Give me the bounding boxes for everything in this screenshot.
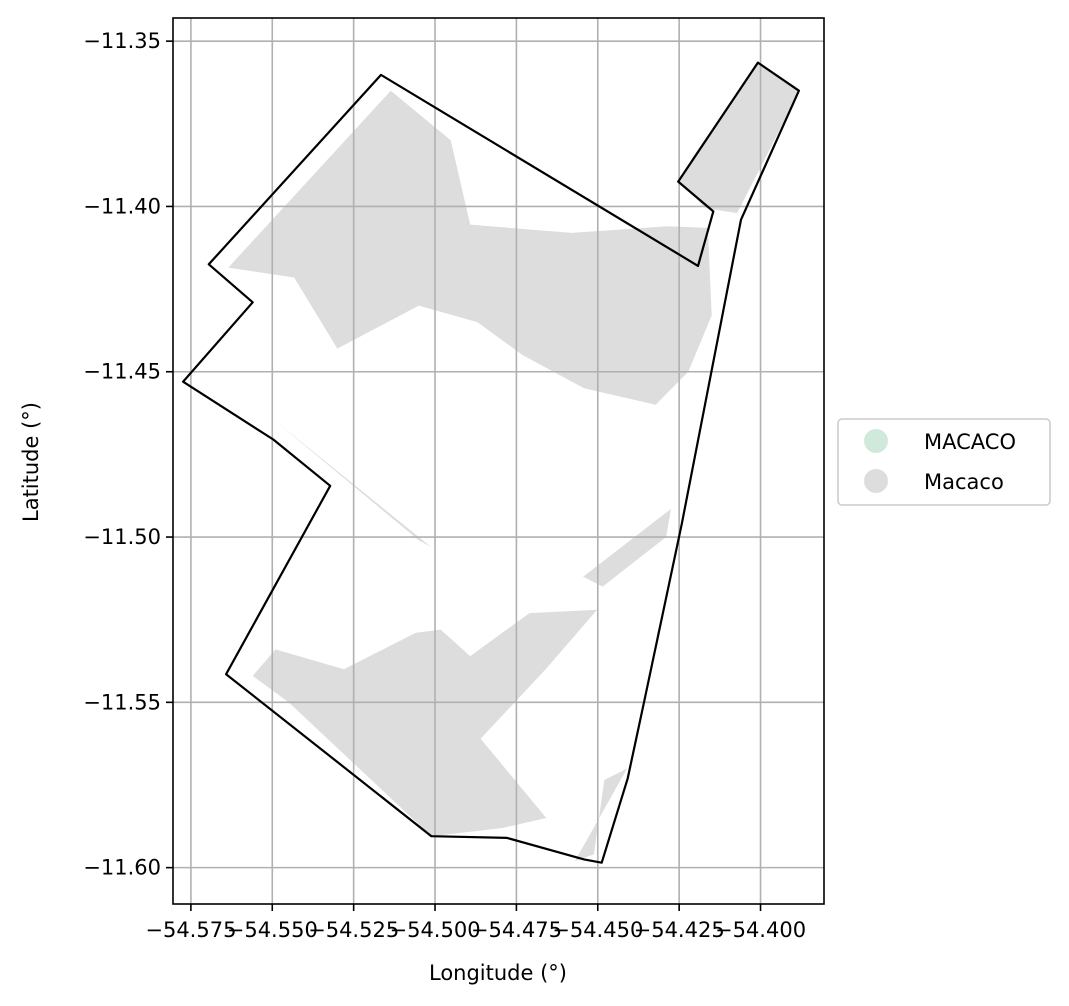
x-tick-label: −54.525 <box>308 918 399 942</box>
y-tick-label: −11.50 <box>83 525 161 549</box>
x-tick-label: −54.425 <box>634 918 725 942</box>
x-tick-label: −54.550 <box>227 918 318 942</box>
y-axis-label: Latitude (°) <box>19 402 43 522</box>
grid-lines <box>173 18 824 904</box>
legend-label: MACACO <box>924 430 1016 454</box>
x-axis-ticks: −54.575−54.550−54.525−54.500−54.475−54.4… <box>145 904 806 942</box>
legend-frame <box>837 418 1051 506</box>
x-tick-label: −54.575 <box>145 918 236 942</box>
x-tick-label: −54.475 <box>471 918 562 942</box>
y-tick-label: −11.55 <box>83 690 161 714</box>
legend: MACACO Macaco <box>837 418 1051 506</box>
x-tick-label: −54.450 <box>552 918 643 942</box>
legend-label: Macaco <box>924 470 1004 494</box>
macaco-regions <box>228 62 800 861</box>
macaco-region-5 <box>575 768 628 861</box>
macaco-region-6 <box>583 508 671 587</box>
macaco-region-4 <box>252 609 598 837</box>
x-tick-label: −54.500 <box>389 918 480 942</box>
macaco-boundary <box>182 61 801 864</box>
macaco-region-2 <box>679 62 800 214</box>
macaco-region-1 <box>228 90 712 405</box>
x-tick-label: −54.400 <box>715 918 806 942</box>
x-axis-label: Longitude (°) <box>429 961 567 985</box>
legend-marker <box>864 469 888 493</box>
y-tick-label: −11.35 <box>83 29 161 53</box>
y-tick-label: −11.40 <box>83 194 161 218</box>
y-tick-label: −11.45 <box>83 360 161 384</box>
legend-marker <box>864 429 888 453</box>
plot-area: −54.575−54.550−54.525−54.500−54.475−54.4… <box>83 17 825 942</box>
y-tick-label: −11.60 <box>83 856 161 880</box>
y-axis-ticks: −11.35 −11.40 −11.45 −11.50 −11.55 −11.60 <box>83 29 173 880</box>
axes-frame <box>172 17 825 905</box>
